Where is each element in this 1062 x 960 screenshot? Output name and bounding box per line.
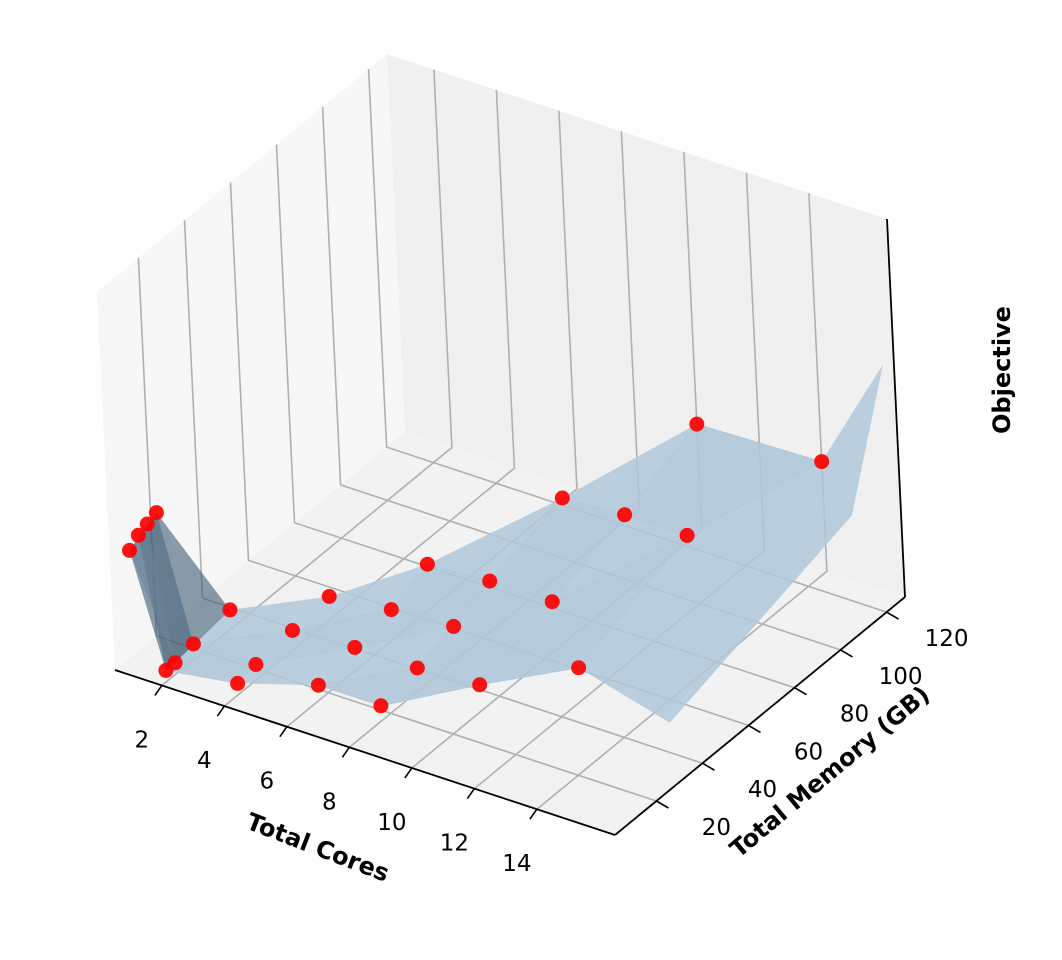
data-point (679, 527, 695, 543)
x-tick (216, 705, 226, 717)
data-point (544, 594, 560, 610)
y-tick-label: 40 (748, 777, 777, 803)
y-tick-label: 100 (879, 664, 923, 690)
x-tick (404, 767, 413, 779)
z-axis-line (886, 218, 906, 598)
y-tick-label: 60 (794, 739, 823, 765)
y-tick (794, 686, 807, 696)
data-point (419, 556, 435, 572)
x-tick-label: 6 (260, 769, 275, 795)
x-tick-label: 8 (322, 789, 337, 815)
data-point (482, 573, 498, 589)
x-gridline (536, 193, 828, 810)
data-point (446, 618, 462, 634)
x-tick-label: 4 (197, 748, 212, 774)
data-point (222, 602, 238, 618)
x-tick (154, 685, 163, 696)
data-point (167, 655, 183, 671)
chart-points (122, 416, 830, 714)
x-tick-label: 14 (502, 851, 531, 877)
data-point (571, 660, 587, 676)
surface-fold (129, 524, 176, 663)
data-point (130, 527, 146, 543)
x-axis-line (114, 669, 616, 836)
chart-axes (114, 218, 906, 836)
chart-surface (129, 364, 883, 723)
data-point (230, 675, 246, 691)
surface-main (165, 364, 883, 723)
x-tick (341, 746, 351, 758)
y-tick (886, 611, 899, 620)
x-tick-label: 10 (377, 810, 406, 836)
data-point (139, 516, 155, 532)
y-tick (702, 762, 715, 771)
y-tick (840, 649, 853, 658)
x-axis-label: Total Cores (243, 808, 393, 888)
data-point (617, 507, 633, 523)
data-point (554, 490, 570, 506)
data-point (373, 698, 389, 714)
data-point (347, 639, 363, 655)
data-point (409, 660, 425, 676)
x-tick (466, 788, 476, 800)
x-tick (529, 808, 538, 820)
x-tick-label: 2 (135, 727, 150, 753)
data-point (310, 677, 326, 693)
data-point (814, 454, 830, 470)
y-tick-label: 120 (925, 626, 969, 652)
data-point (321, 589, 337, 604)
y-tick-label: 20 (702, 815, 731, 841)
z-axis-label: Objective (988, 306, 1016, 434)
data-point (185, 636, 201, 652)
x-tick (279, 726, 288, 738)
y-tick (748, 724, 761, 734)
y-tick (656, 800, 669, 809)
data-point (122, 542, 137, 558)
y-axis-line (614, 596, 906, 836)
data-point (248, 657, 264, 672)
data-point (383, 602, 399, 618)
y-tick-label: 80 (840, 702, 869, 728)
data-point (285, 623, 300, 638)
data-point (472, 677, 488, 693)
surface-fold (129, 512, 230, 671)
x-tick-label: 12 (440, 831, 469, 857)
data-point (148, 505, 164, 521)
data-point (689, 416, 705, 432)
